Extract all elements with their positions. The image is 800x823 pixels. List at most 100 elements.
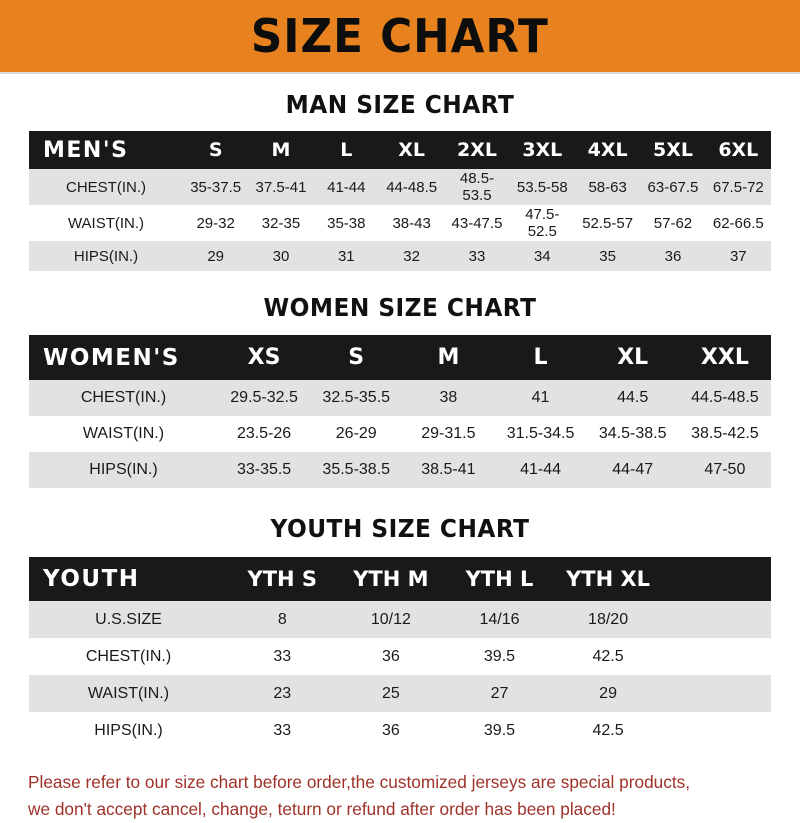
women-cell: 26-29 (310, 416, 403, 452)
youth-cell: 36 (336, 638, 446, 675)
youth-cell: 8 (228, 601, 337, 638)
table-row: CHEST(IN.) 29.5-32.5 32.5-35.5 38 41 44.… (29, 380, 771, 416)
men-cell: 32 (378, 241, 445, 271)
men-cell: 43-47.5 (444, 205, 510, 241)
men-column-header: 3XL (509, 131, 575, 169)
men-column-header: XL (378, 131, 445, 169)
men-cell: 38-43 (378, 205, 445, 241)
men-cell: 58-63 (574, 169, 641, 205)
youth-cell: 36 (336, 712, 446, 749)
table-row: WAIST(IN.) 23 25 27 29 (29, 675, 771, 712)
youth-cell: 39.5 (445, 638, 554, 675)
men-section-title: MAN SIZE CHART (285, 90, 515, 119)
youth-cell-spacer (662, 601, 771, 638)
youth-cell: 42.5 (553, 638, 663, 675)
footer-line-2: we don't accept cancel, change, teturn o… (28, 799, 616, 820)
men-column-header: 6XL (705, 131, 771, 169)
youth-cell: 33 (228, 638, 337, 675)
youth-cell-spacer (662, 675, 771, 712)
table-row: WAIST(IN.) 29-32 32-35 35-38 38-43 43-47… (29, 205, 771, 241)
women-cell: 44-47 (586, 452, 679, 488)
youth-cell: 29 (553, 675, 663, 712)
youth-table-header-label: YOUTH (29, 557, 228, 601)
women-row-label: HIPS(IN.) (29, 452, 218, 488)
youth-table-head: YOUTH YTH S YTH M YTH L YTH XL (29, 557, 771, 601)
men-cell: 52.5-57 (574, 205, 641, 241)
men-cell: 67.5-72 (705, 169, 771, 205)
table-row: U.S.SIZE 8 10/12 14/16 18/20 (29, 601, 771, 638)
men-size-section: MAN SIZE CHART MEN'S S M L XL 2XL 3XL 4X… (0, 90, 800, 271)
youth-size-section: YOUTH SIZE CHART YOUTH YTH S YTH M YTH L… (0, 514, 800, 749)
men-cell: 36 (640, 241, 706, 271)
women-cell: 38.5-42.5 (678, 416, 771, 452)
women-table-header-label: WOMEN'S (29, 335, 218, 380)
youth-cell-spacer (662, 712, 771, 749)
women-cell: 32.5-35.5 (310, 380, 403, 416)
footer-line-1: Please refer to our size chart before or… (28, 772, 691, 792)
men-cell: 31 (313, 241, 379, 271)
youth-cell: 27 (445, 675, 554, 712)
men-cell: 53.5-58 (509, 169, 575, 205)
women-cell: 33-35.5 (218, 452, 311, 488)
youth-row-label: U.S.SIZE (29, 601, 228, 638)
table-header-row: MEN'S S M L XL 2XL 3XL 4XL 5XL 6XL (29, 131, 771, 169)
women-column-header: M (402, 335, 495, 380)
men-cell: 47.5-52.5 (509, 205, 575, 241)
men-cell: 33 (444, 241, 510, 271)
women-column-header: S (310, 335, 403, 380)
women-column-header: XS (218, 335, 311, 380)
women-column-header: XXL (678, 335, 771, 380)
youth-column-header: YTH M (336, 557, 446, 601)
table-row: HIPS(IN.) 33 36 39.5 42.5 (29, 712, 771, 749)
women-cell: 31.5-34.5 (494, 416, 587, 452)
men-table-head: MEN'S S M L XL 2XL 3XL 4XL 5XL 6XL (29, 131, 771, 169)
women-cell: 29.5-32.5 (218, 380, 311, 416)
men-cell: 35 (574, 241, 641, 271)
men-cell: 32-35 (248, 205, 314, 241)
men-column-header: M (248, 131, 314, 169)
youth-row-label: HIPS(IN.) (29, 712, 228, 749)
men-column-header: S (183, 131, 249, 169)
men-row-label: CHEST(IN.) (29, 169, 183, 205)
men-table-header-label: MEN'S (29, 131, 183, 169)
footer-disclaimer: Please refer to our size chart before or… (28, 769, 761, 823)
women-cell: 23.5-26 (218, 416, 311, 452)
table-row: HIPS(IN.) 33-35.5 35.5-38.5 38.5-41 41-4… (29, 452, 771, 488)
table-row: CHEST(IN.) 33 36 39.5 42.5 (29, 638, 771, 675)
women-row-label: WAIST(IN.) (29, 416, 218, 452)
women-column-header: XL (586, 335, 679, 380)
men-cell: 57-62 (640, 205, 706, 241)
men-size-table: MEN'S S M L XL 2XL 3XL 4XL 5XL 6XL CHEST… (29, 131, 771, 271)
youth-cell: 23 (228, 675, 337, 712)
page-banner: SIZE CHART (0, 0, 800, 74)
table-header-row: WOMEN'S XS S M L XL XXL (29, 335, 771, 380)
youth-column-header: YTH S (228, 557, 337, 601)
men-row-label: WAIST(IN.) (29, 205, 183, 241)
women-cell: 38.5-41 (402, 452, 495, 488)
women-cell: 34.5-38.5 (586, 416, 679, 452)
youth-cell: 10/12 (336, 601, 446, 638)
youth-row-label: CHEST(IN.) (29, 638, 228, 675)
table-row: CHEST(IN.) 35-37.5 37.5-41 41-44 44-48.5… (29, 169, 771, 205)
women-section-title: WOMEN SIZE CHART (263, 293, 537, 322)
youth-column-spacer (662, 557, 771, 601)
men-cell: 41-44 (313, 169, 379, 205)
women-cell: 47-50 (678, 452, 771, 488)
women-cell: 41 (494, 380, 587, 416)
women-row-label: CHEST(IN.) (29, 380, 218, 416)
youth-cell: 18/20 (553, 601, 663, 638)
youth-cell-spacer (662, 638, 771, 675)
men-column-header: L (313, 131, 379, 169)
women-table-body: CHEST(IN.) 29.5-32.5 32.5-35.5 38 41 44.… (29, 380, 771, 488)
men-cell: 29 (183, 241, 249, 271)
youth-table-body: U.S.SIZE 8 10/12 14/16 18/20 CHEST(IN.) … (29, 601, 771, 749)
women-cell: 35.5-38.5 (310, 452, 403, 488)
table-row: HIPS(IN.) 29 30 31 32 33 34 35 36 37 (29, 241, 771, 271)
men-cell: 44-48.5 (378, 169, 445, 205)
youth-cell: 33 (228, 712, 337, 749)
men-cell: 30 (248, 241, 314, 271)
men-cell: 35-37.5 (183, 169, 249, 205)
youth-column-header: YTH XL (553, 557, 663, 601)
youth-cell: 14/16 (445, 601, 554, 638)
men-cell: 37 (705, 241, 771, 271)
